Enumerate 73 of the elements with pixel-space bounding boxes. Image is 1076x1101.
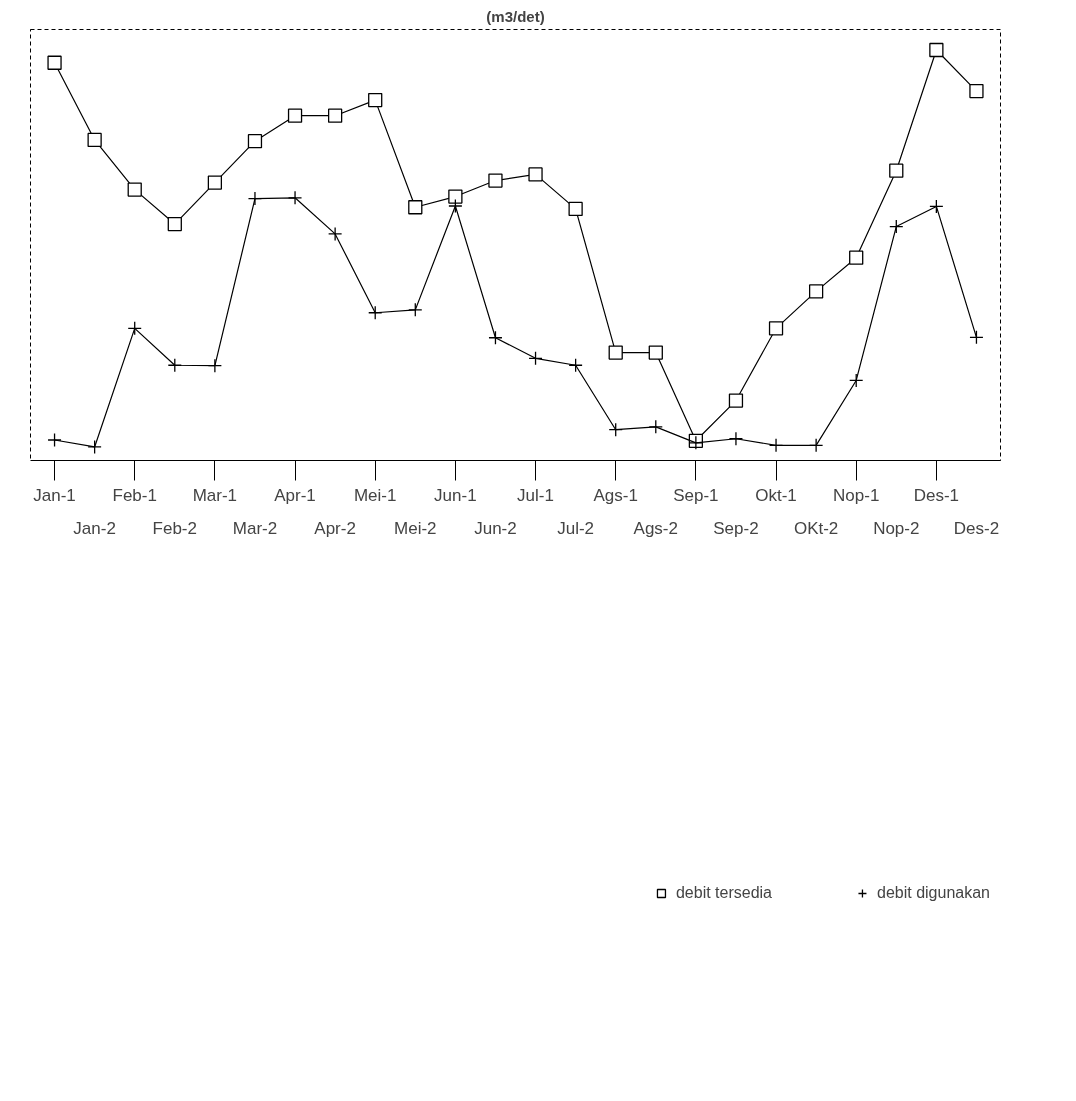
x-tick-label: Sep-2 [713, 518, 759, 538]
x-tick-label: Ags-2 [633, 518, 679, 538]
point [969, 330, 984, 345]
x-tick-label: Ags-1 [593, 485, 638, 505]
point [327, 226, 343, 242]
point [608, 345, 623, 360]
point [929, 42, 944, 58]
x-tick-label: Jun-1 [434, 485, 477, 505]
point [808, 284, 824, 299]
point [327, 108, 343, 123]
legend-label: debit tersedia [675, 884, 773, 903]
point [768, 321, 784, 336]
point [127, 321, 142, 336]
point [849, 250, 864, 265]
x-tick-label: Jan-1 [33, 485, 76, 505]
chart-title: (m3/det) [486, 7, 545, 25]
point [889, 163, 904, 178]
point [247, 134, 263, 149]
point [408, 302, 423, 318]
point [287, 190, 303, 205]
point [648, 419, 663, 434]
x-tick-label: Okt-1 [755, 485, 797, 505]
x-tick-label: Apr-1 [274, 485, 316, 505]
point [608, 422, 623, 437]
point [207, 358, 223, 373]
point [528, 167, 543, 182]
point [849, 373, 864, 388]
point [87, 132, 102, 148]
point [448, 189, 463, 204]
x-tick-label: OKt-2 [793, 518, 839, 538]
point [808, 438, 824, 453]
x-tick-label: Des-2 [953, 518, 1000, 538]
point [488, 330, 503, 345]
x-tick-label: Des-1 [913, 485, 960, 505]
point [87, 439, 102, 455]
point [167, 216, 182, 232]
x-tick-label: Feb-1 [112, 485, 157, 505]
point [247, 191, 263, 206]
point [568, 358, 583, 373]
point [368, 92, 383, 108]
point [127, 182, 142, 197]
point [408, 200, 423, 215]
x-tick-label: Mei-2 [394, 518, 437, 538]
point [47, 55, 62, 70]
x-tick-label: Mei-1 [353, 485, 397, 505]
point [728, 393, 744, 408]
x-tick-label: Jul-1 [517, 485, 554, 505]
x-tick-label: Nop-2 [873, 518, 920, 538]
x-tick-label: Mar-1 [192, 485, 238, 505]
point [207, 175, 223, 190]
point [728, 431, 744, 446]
x-tick-label: Feb-2 [152, 518, 198, 538]
x-tick-label: Jun-2 [474, 518, 517, 538]
legend-label: debit digunakan [877, 884, 990, 903]
x-tick-label: Nop-1 [833, 485, 880, 505]
point [969, 83, 984, 99]
point [648, 345, 663, 360]
point [488, 173, 503, 188]
point [167, 358, 182, 373]
point [47, 432, 62, 448]
point [768, 438, 784, 453]
point [568, 201, 583, 217]
x-tick-label: Jul-2 [557, 518, 595, 538]
point [287, 108, 303, 123]
x-tick-label: Mar-2 [232, 518, 278, 538]
point [528, 351, 543, 366]
x-tick-label: Jan-2 [73, 518, 116, 538]
point [368, 305, 383, 320]
x-tick-label: Sep-1 [673, 485, 719, 505]
point [448, 198, 463, 214]
x-tick-label: Apr-2 [314, 518, 356, 538]
point [889, 219, 904, 234]
point [929, 199, 944, 214]
